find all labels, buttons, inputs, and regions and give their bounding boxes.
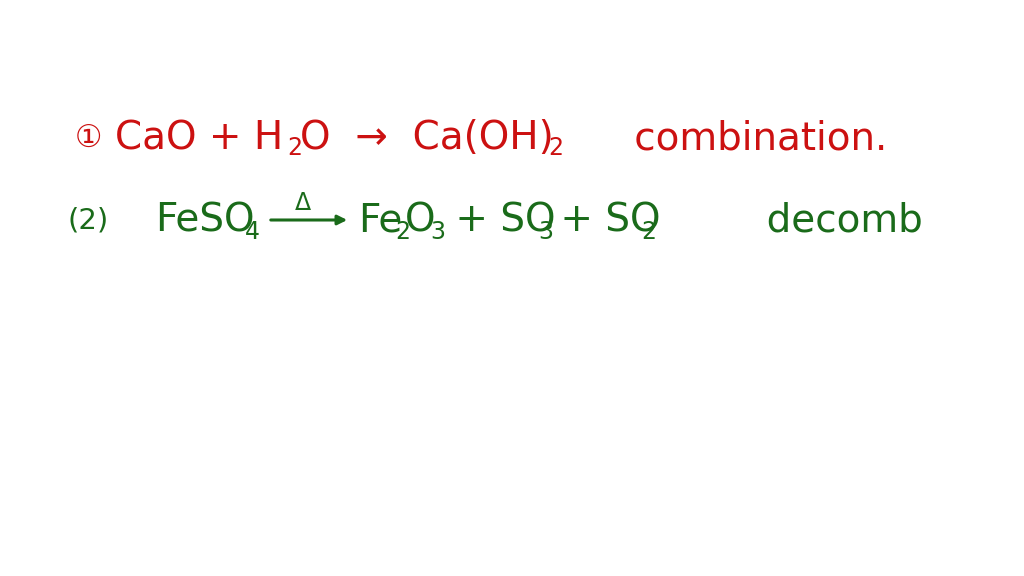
Text: decomb: decomb [680, 201, 923, 239]
Text: Fe: Fe [358, 201, 402, 239]
Text: FeSO: FeSO [155, 201, 255, 239]
Text: 3: 3 [538, 220, 553, 244]
Text: + SO: + SO [443, 201, 555, 239]
Text: 2: 2 [287, 136, 302, 160]
Text: 4: 4 [245, 220, 260, 244]
Text: 3: 3 [430, 220, 445, 244]
Text: 2: 2 [395, 220, 410, 244]
Text: (2): (2) [68, 206, 110, 234]
Text: CaO + H: CaO + H [115, 119, 284, 157]
Text: O: O [406, 201, 435, 239]
Text: Δ: Δ [295, 191, 311, 215]
Text: 2: 2 [548, 136, 563, 160]
Text: + SO: + SO [548, 201, 660, 239]
Text: combination.: combination. [560, 119, 888, 157]
Text: ①: ① [75, 123, 102, 153]
Text: O  →  Ca(OH): O → Ca(OH) [300, 119, 554, 157]
Text: 2: 2 [641, 220, 656, 244]
